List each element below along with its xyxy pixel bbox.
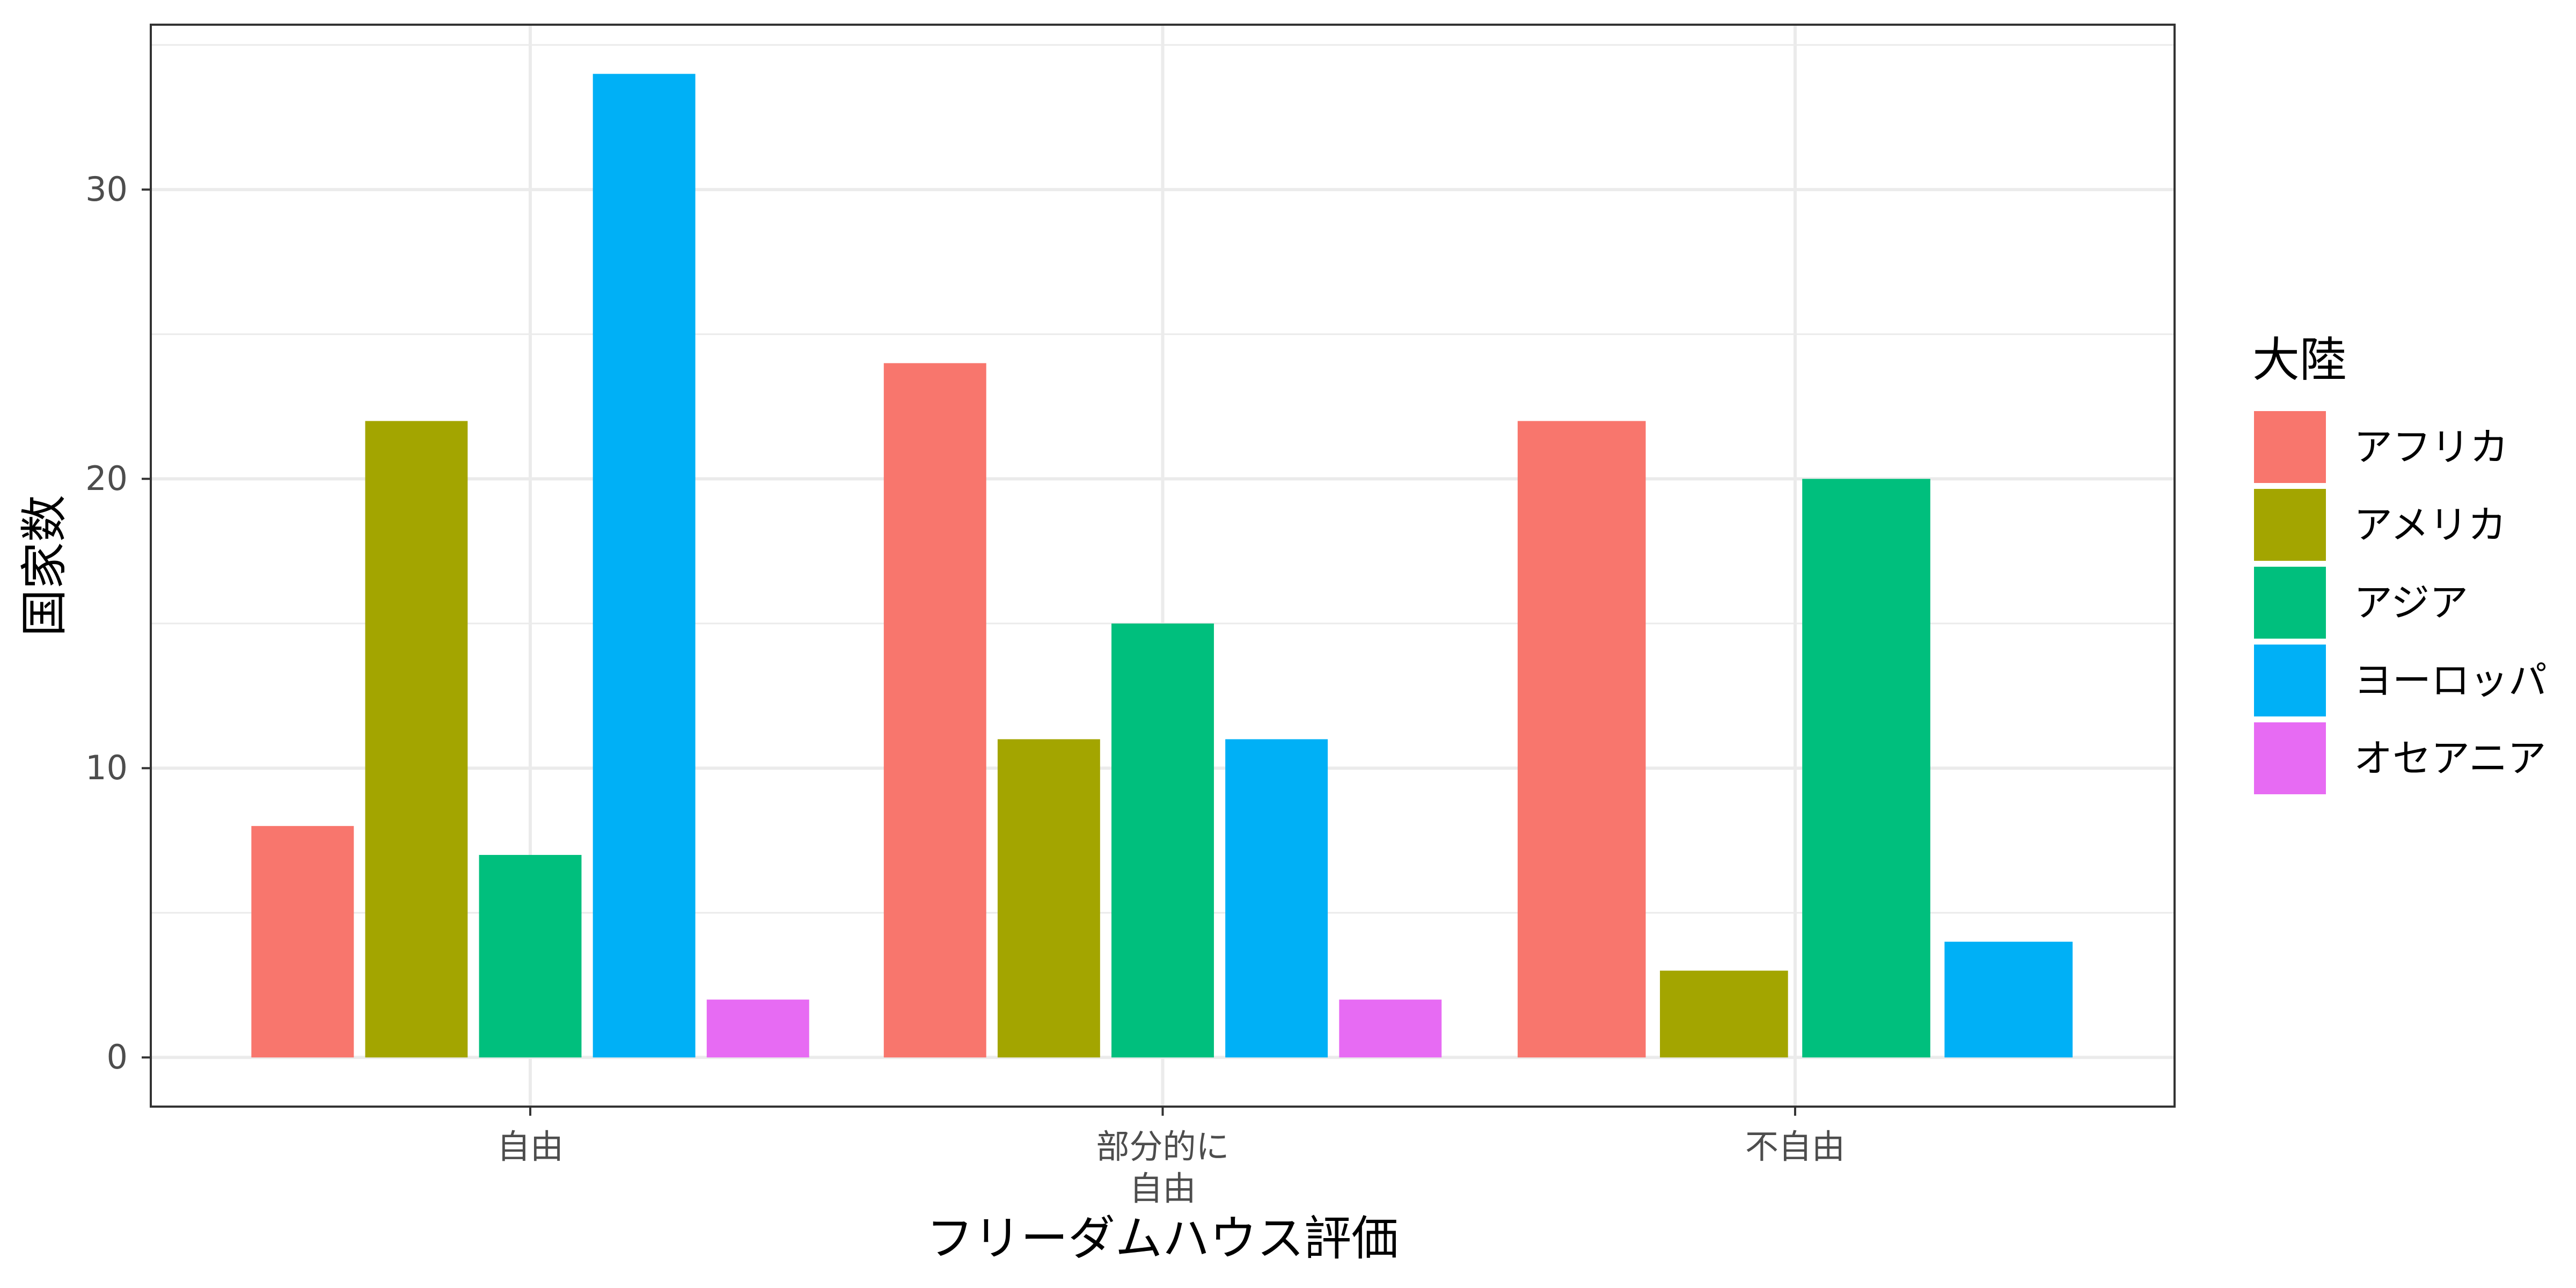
x-axis-title: フリーダムハウス評価 [926, 1211, 1399, 1266]
y-tick-label: 0 [106, 1037, 128, 1077]
legend-label: アジア [2354, 580, 2469, 625]
bar-s5-c2 [1339, 999, 1442, 1058]
bar-s2-c2 [997, 739, 1100, 1058]
bars [251, 74, 2073, 1058]
legend-label: ヨーロッパ [2354, 658, 2548, 703]
bar-s3-c3 [1802, 479, 1930, 1058]
legend-key [2254, 645, 2326, 716]
y-tick-label: 10 [85, 748, 128, 788]
bar-s4-c3 [1944, 941, 2073, 1058]
bar-s5-c1 [706, 999, 809, 1058]
bar-s4-c1 [592, 74, 696, 1058]
bar-s3-c2 [1111, 623, 1214, 1058]
legend-item: ヨーロッパ [2254, 645, 2547, 716]
y-axis-title: 国家数 [17, 495, 72, 637]
legend-item: アメリカ [2254, 489, 2506, 561]
bar-s3-c1 [479, 855, 582, 1058]
legend-key [2254, 411, 2326, 483]
x-tick-label: 部分的に 自由 [1096, 1127, 1230, 1208]
legend-item: アジア [2254, 567, 2468, 639]
legend-key [2254, 567, 2326, 639]
x-tick-label: 不自由 [1745, 1127, 1845, 1166]
axis-ticks [142, 188, 1796, 1116]
bar-s1-c1 [251, 826, 354, 1058]
legend-key [2254, 489, 2326, 561]
legend-title: 大陸 [2252, 332, 2347, 387]
y-tick-label: 20 [85, 459, 128, 499]
legend-label: アフリカ [2354, 425, 2509, 470]
bar-s1-c3 [1517, 421, 1646, 1058]
bar-s4-c2 [1225, 739, 1328, 1058]
bar-s2-c1 [365, 421, 468, 1058]
y-tick-label: 30 [85, 170, 128, 209]
bar-s1-c2 [883, 363, 986, 1058]
legend-label: アメリカ [2354, 502, 2507, 547]
legend-item: アフリカ [2254, 411, 2508, 483]
x-tick-label: 自由 [497, 1127, 564, 1166]
bar-s2-c3 [1660, 970, 1788, 1058]
legend-key [2254, 722, 2326, 794]
legend-label: オセアニア [2354, 736, 2546, 781]
legend-item: オセアニア [2254, 722, 2546, 794]
